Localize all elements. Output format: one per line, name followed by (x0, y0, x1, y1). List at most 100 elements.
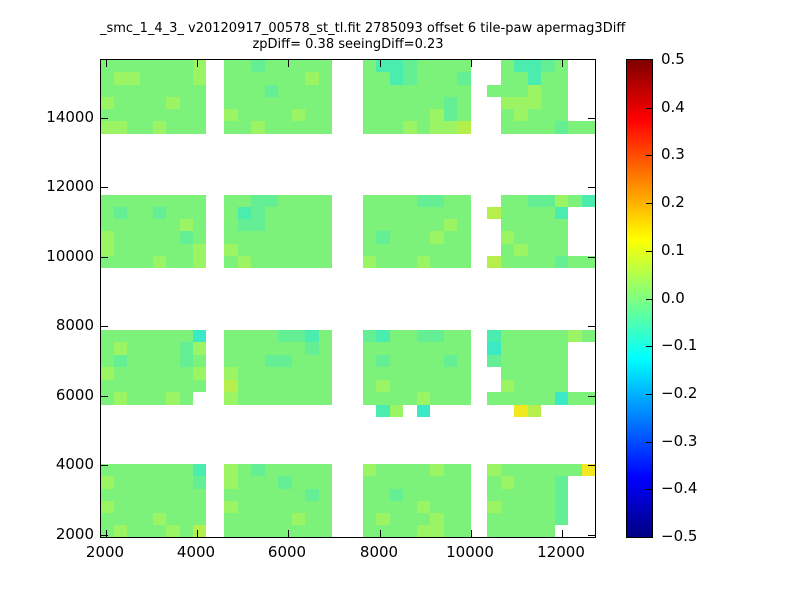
heatmap-cell (224, 231, 238, 244)
heatmap-cell (224, 380, 238, 392)
heatmap-cell (140, 244, 153, 256)
heatmap-cell (457, 60, 471, 72)
y-tick-mark (101, 257, 108, 258)
heatmap-cell (528, 109, 541, 121)
heatmap-cell (541, 219, 555, 231)
heatmap-cell (444, 355, 457, 367)
heatmap-cell (390, 207, 403, 219)
heatmap-cell (114, 244, 127, 256)
heatmap-cell (555, 367, 568, 380)
colorbar-tick-mark (646, 155, 652, 156)
heatmap-cell (140, 501, 153, 513)
heatmap-cell (153, 380, 166, 392)
heatmap-cell (193, 244, 206, 256)
heatmap-cell (430, 367, 444, 380)
heatmap-cell (528, 464, 541, 476)
heatmap-cell (430, 392, 444, 405)
heatmap-cell (457, 513, 471, 525)
heatmap-cell (390, 405, 403, 417)
heatmap-cell (292, 476, 305, 489)
heatmap-cell (305, 330, 319, 342)
heatmap-cell (390, 219, 403, 231)
heatmap-cell (417, 476, 430, 489)
heatmap-cell (127, 85, 140, 97)
heatmap-cell (501, 380, 514, 392)
heatmap-cell (390, 501, 403, 513)
heatmap-cell (555, 476, 568, 489)
heatmap-cell (319, 330, 332, 342)
heatmap-cell (555, 97, 568, 109)
heatmap-cell (265, 97, 278, 109)
heatmap-cell (444, 60, 457, 72)
heatmap-cell (166, 109, 180, 121)
heatmap-cell (390, 464, 403, 476)
heatmap-cell (541, 60, 555, 72)
heatmap-cell (430, 464, 444, 476)
heatmap-cell (457, 72, 471, 85)
heatmap-cell (403, 85, 417, 97)
heatmap-cell (390, 367, 403, 380)
heatmap-cell (390, 525, 403, 537)
heatmap-cell (292, 97, 305, 109)
heatmap-cell (363, 476, 376, 489)
heatmap-cell (292, 244, 305, 256)
heatmap-cell (127, 207, 140, 219)
heatmap-cell (127, 367, 140, 380)
plot-area (100, 59, 596, 538)
heatmap-cell (265, 392, 278, 405)
heatmap-cell (363, 330, 376, 342)
heatmap-cell (403, 207, 417, 219)
heatmap-cell (114, 342, 127, 355)
heatmap-cell (376, 476, 390, 489)
heatmap-cell (514, 405, 528, 417)
heatmap-cell (363, 207, 376, 219)
heatmap-cell (514, 244, 528, 256)
heatmap-cell (390, 97, 403, 109)
y-tick-mark (588, 535, 595, 536)
heatmap-cell (140, 219, 153, 231)
heatmap-cell (403, 72, 417, 85)
heatmap-cell (555, 109, 568, 121)
heatmap-cell (417, 330, 430, 342)
heatmap-cell (457, 355, 471, 367)
heatmap-cell (153, 195, 166, 207)
y-tick-mark (588, 187, 595, 188)
heatmap-cell (101, 195, 114, 207)
heatmap-cell (555, 489, 568, 501)
heatmap-cell (457, 464, 471, 476)
heatmap-cell (180, 380, 193, 392)
heatmap-cell (390, 256, 403, 268)
heatmap-cell (541, 244, 555, 256)
heatmap-cell (224, 355, 238, 367)
heatmap-cell (430, 342, 444, 355)
heatmap-cell (127, 330, 140, 342)
colorbar-tick-label: 0.1 (661, 241, 685, 259)
heatmap-cell (153, 109, 166, 121)
heatmap-cell (114, 355, 127, 367)
heatmap-cell (319, 513, 332, 525)
heatmap-cell (501, 244, 514, 256)
heatmap-cell (444, 464, 457, 476)
y-tick-mark (101, 118, 108, 119)
heatmap-cell (541, 501, 555, 513)
heatmap-cell (528, 476, 541, 489)
heatmap-cell (114, 256, 127, 268)
heatmap-cell (501, 85, 514, 97)
heatmap-cell (140, 489, 153, 501)
heatmap-cell (166, 219, 180, 231)
heatmap-cell (127, 513, 140, 525)
heatmap-cell (292, 256, 305, 268)
plot-title: _smc_1_4_3_ v20120917_00578_st_tl.fit 27… (100, 21, 626, 36)
heatmap-cell (101, 72, 114, 85)
heatmap-cell (193, 109, 206, 121)
heatmap-cell (251, 392, 265, 405)
heatmap-cell (376, 207, 390, 219)
heatmap-cell (153, 97, 166, 109)
heatmap-cell (319, 342, 332, 355)
heatmap-cell (292, 392, 305, 405)
heatmap-cell (251, 121, 265, 134)
heatmap-cell (376, 97, 390, 109)
heatmap-cell (417, 342, 430, 355)
heatmap-cell (501, 121, 514, 134)
heatmap-cell (140, 342, 153, 355)
